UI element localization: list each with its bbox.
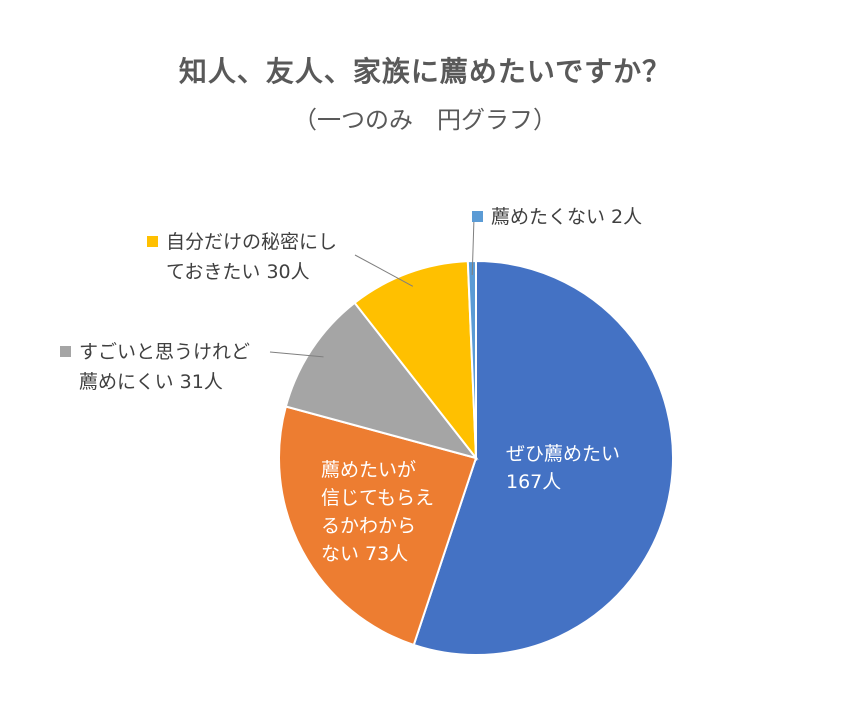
legend-swatch xyxy=(472,211,483,222)
leader-line-4 xyxy=(471,217,475,276)
data-label-slice-3: 自分だけの秘密にし ておきたい 30人 xyxy=(147,227,337,287)
pie-slice-2 xyxy=(284,301,479,460)
data-label-line: 薦めたいが xyxy=(321,459,417,481)
data-label-line: るかわから xyxy=(321,515,417,537)
chart-subtitle: （一つのみ 円グラフ） xyxy=(293,106,557,134)
legend-swatch xyxy=(60,346,71,357)
data-label-line: 自分だけの秘密にし xyxy=(166,231,338,253)
pie-slice-0 xyxy=(412,259,674,656)
data-label-line: ない 73人 xyxy=(321,543,409,565)
chart-title: 知人、友人、家族に薦めたいですか？ xyxy=(178,55,672,88)
data-label-slice-4: 薦めたくない 2人 xyxy=(472,202,642,232)
data-label-line: 薦めたくない 2人 xyxy=(491,206,643,228)
data-label-slice-1: 薦めたいが 信じてもらえ るかわから ない 73人 xyxy=(321,456,434,568)
data-label-slice-2: すごいと思うけれど 薦めにくい 31人 xyxy=(60,337,250,397)
legend-swatch xyxy=(147,236,158,247)
leader-line-3 xyxy=(354,254,414,287)
data-label-slice-0: ぜひ薦めたい 167人 xyxy=(506,440,620,496)
data-label-line: 信じてもらえ xyxy=(321,487,435,509)
data-label-line: すごいと思うけれど xyxy=(79,341,251,363)
leader-line-2 xyxy=(269,351,324,358)
data-label-line: ておきたい 30人 xyxy=(166,261,310,283)
pie-slice-4 xyxy=(466,259,477,459)
pie-slice-1 xyxy=(278,405,478,647)
pie-slice-3 xyxy=(353,260,478,462)
data-label-line: 薦めにくい 31人 xyxy=(79,371,223,393)
data-label-line: 167人 xyxy=(506,471,562,493)
data-label-line: ぜひ薦めたい xyxy=(506,443,621,465)
